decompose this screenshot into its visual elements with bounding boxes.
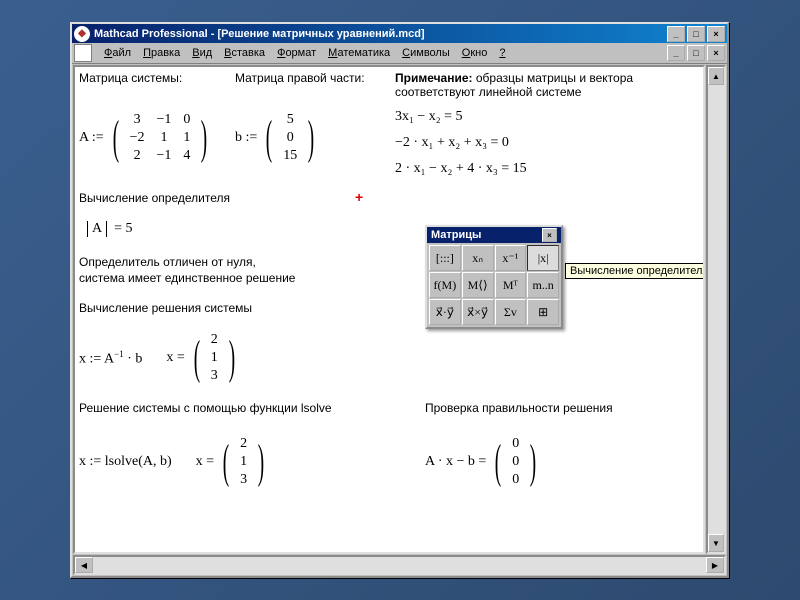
palette-matrix-create[interactable]: [:::] xyxy=(429,245,461,271)
app-icon: ◆ xyxy=(74,26,90,42)
note-label: Примечание: образцы матрицы и вектора со… xyxy=(395,71,703,99)
solve-inverse: x := A−1 · b x = (213) xyxy=(79,331,240,385)
matrix-cell: −1 xyxy=(151,147,178,165)
document-icon[interactable] xyxy=(74,44,92,62)
matrix-cell: 0 xyxy=(277,129,303,147)
mdi-maximize-button[interactable]: □ xyxy=(687,45,705,61)
close-button[interactable]: × xyxy=(707,26,725,42)
det-note-2: система имеет единственное решение xyxy=(79,271,295,285)
check-expression: A · x − b = (000) xyxy=(425,435,541,489)
matrix-cell: 15 xyxy=(277,147,303,165)
menu-окно[interactable]: Окно xyxy=(456,45,494,61)
palette-title: Матрицы xyxy=(431,229,481,241)
matrix-cell: 5 xyxy=(277,111,303,129)
solve-lsolve: x := lsolve(A, b) x = (213) xyxy=(79,435,269,489)
matrix-cell: 4 xyxy=(177,147,196,165)
scroll-up-button[interactable]: ▲ xyxy=(708,67,724,85)
titlebar[interactable]: ◆ Mathcad Professional - [Решение матрич… xyxy=(72,24,727,43)
scroll-track[interactable] xyxy=(708,85,724,534)
palette-sum-vector[interactable]: Σv xyxy=(495,299,527,325)
determinant-result: A = 5 xyxy=(87,221,133,237)
horizontal-scrollbar[interactable]: ◀ ▶ xyxy=(73,555,726,575)
matrix-a-label: Матрица системы: xyxy=(79,71,182,85)
palette-inverse[interactable]: x⁻¹ xyxy=(495,245,527,271)
matrix-cell: 1 xyxy=(151,129,178,147)
menu-вид[interactable]: Вид xyxy=(186,45,218,61)
palette-cross-product[interactable]: x⃗×y⃗ xyxy=(462,299,494,325)
scroll-left-button[interactable]: ◀ xyxy=(75,557,93,573)
matrix-cell: 2 xyxy=(234,435,253,453)
matrix-cell: 0 xyxy=(506,435,525,453)
matrix-cell: 3 xyxy=(205,367,224,385)
maximize-button[interactable]: □ xyxy=(687,26,705,42)
equation-1: 3x₁ − x₂ = 5 xyxy=(395,109,463,125)
determinant-label: Вычисление определителя xyxy=(79,191,230,205)
palette-determinant[interactable]: |x| xyxy=(527,245,559,271)
menu-файл[interactable]: Файл xyxy=(98,45,137,61)
matrix-cell: 0 xyxy=(506,471,525,489)
matrix-cell: 3 xyxy=(234,471,253,489)
palette-subscript[interactable]: xₙ xyxy=(462,245,494,271)
solve-label: Вычисление решения системы xyxy=(79,301,252,315)
matrix-cell: 2 xyxy=(205,331,224,349)
matrix-a-definition: A := ( 3−10−2112−14 ) xyxy=(79,111,212,165)
palette-close-button[interactable]: × xyxy=(542,228,557,242)
matrix-cell: 0 xyxy=(506,453,525,471)
menu-?[interactable]: ? xyxy=(493,45,511,61)
palette-picture[interactable]: ⊞ xyxy=(527,299,559,325)
cursor-crosshair-icon: + xyxy=(355,189,363,205)
app-window: ◆ Mathcad Professional - [Решение матрич… xyxy=(70,22,729,578)
palette-range[interactable]: m..n xyxy=(527,272,559,298)
matrix-b-definition: b := ( 5015 ) xyxy=(235,111,319,165)
menu-математика[interactable]: Математика xyxy=(322,45,396,61)
menu-правка[interactable]: Правка xyxy=(137,45,186,61)
matrix-b-label: Матрица правой части: xyxy=(235,71,365,85)
window-title: Mathcad Professional - [Решение матричны… xyxy=(94,28,667,40)
menu-символы[interactable]: Символы xyxy=(396,45,456,61)
lsolve-label: Решение системы с помощью функции lsolve xyxy=(79,401,332,415)
scroll-right-button[interactable]: ▶ xyxy=(706,557,724,573)
scroll-down-button[interactable]: ▼ xyxy=(708,534,724,552)
equation-2: −2 · x₁ + x₂ + x₃ = 0 xyxy=(395,135,509,151)
minimize-button[interactable]: _ xyxy=(667,26,685,42)
matrix-cell: 2 xyxy=(124,147,151,165)
palette-column[interactable]: M⟨⟩ xyxy=(462,272,494,298)
palette-tooltip: Вычисление определителя xyxy=(565,263,705,279)
check-label: Проверка правильности решения xyxy=(425,401,613,415)
menu-вставка[interactable]: Вставка xyxy=(218,45,271,61)
matrix-cell: −1 xyxy=(151,111,178,129)
menu-формат[interactable]: Формат xyxy=(271,45,322,61)
mdi-minimize-button[interactable]: _ xyxy=(667,45,685,61)
palette-dot-product[interactable]: x⃗·y⃗ xyxy=(429,299,461,325)
mdi-close-button[interactable]: × xyxy=(707,45,725,61)
palette-vectorize[interactable]: f(M) xyxy=(429,272,461,298)
scroll-htrack[interactable] xyxy=(93,557,706,573)
palette-transpose[interactable]: Mᵀ xyxy=(495,272,527,298)
det-note-1: Определитель отличен от нуля, xyxy=(79,255,256,269)
matrix-cell: −2 xyxy=(124,129,151,147)
vertical-scrollbar[interactable]: ▲ ▼ xyxy=(706,65,726,554)
matrix-palette[interactable]: Матрицы × [:::]xₙx⁻¹|x|f(M)M⟨⟩Mᵀm..nx⃗·y… xyxy=(425,225,563,329)
document-area[interactable]: Матрица системы: Матрица правой части: П… xyxy=(73,65,705,554)
matrix-cell: 1 xyxy=(205,349,224,367)
matrix-cell: 1 xyxy=(177,129,196,147)
menubar: ФайлПравкаВидВставкаФорматМатематикаСимв… xyxy=(72,43,727,64)
equation-3: 2 · x₁ − x₂ + 4 · x₃ = 15 xyxy=(395,161,527,177)
matrix-cell: 0 xyxy=(177,111,196,129)
palette-titlebar[interactable]: Матрицы × xyxy=(427,227,561,243)
matrix-cell: 3 xyxy=(124,111,151,129)
matrix-cell: 1 xyxy=(234,453,253,471)
